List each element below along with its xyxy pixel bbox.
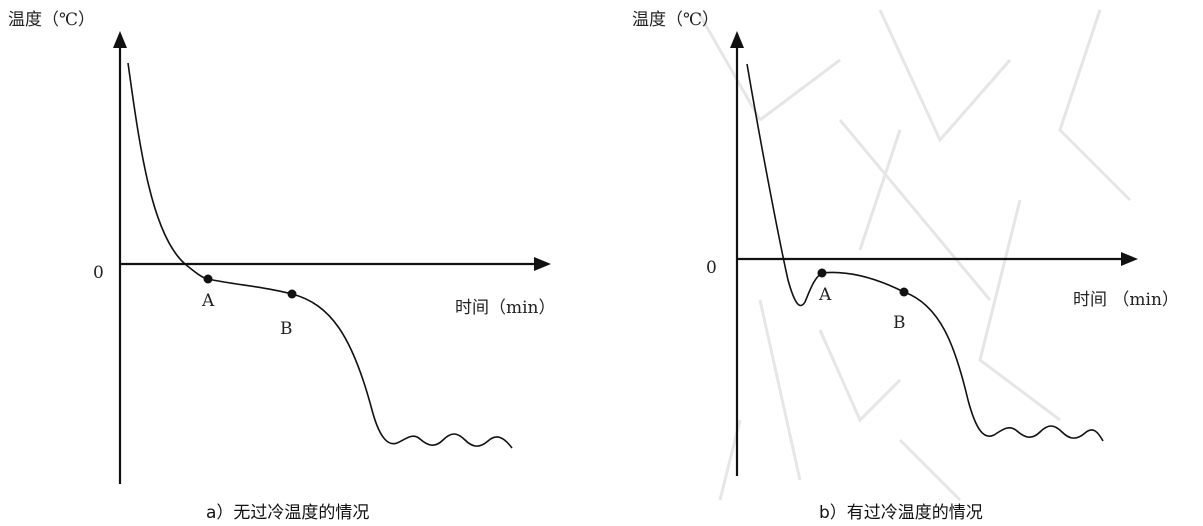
chart-a: 温度（℃） 0 A B 时间（min） a）无过冷温度的情况: [8, 10, 556, 523]
point-b-label: B: [893, 313, 906, 333]
point-b-label: B: [280, 319, 293, 339]
point-a-label: A: [201, 291, 215, 311]
watermark: [698, 9, 1132, 502]
origin-label: 0: [706, 258, 717, 278]
x-axis-arrow: [534, 257, 551, 271]
x-axis-label: 时间 （min）: [1073, 290, 1179, 310]
chart-caption: a）无过冷温度的情况: [206, 503, 369, 523]
origin-label: 0: [93, 263, 104, 283]
x-axis-label: 时间（min）: [455, 298, 556, 318]
point-b: [899, 287, 909, 297]
series-line: [127, 62, 513, 449]
y-axis-label: 温度（℃）: [8, 10, 95, 30]
point-a-label: A: [818, 285, 832, 305]
x-axis-arrow: [1121, 252, 1138, 266]
y-axis-arrow: [113, 31, 127, 48]
y-axis-label: 温度（℃）: [632, 10, 719, 30]
series-line: [746, 63, 1104, 442]
point-b: [287, 289, 297, 299]
chart-caption: b）有过冷温度的情况: [819, 503, 983, 523]
y-axis-arrow: [730, 31, 744, 48]
point-a: [203, 274, 213, 284]
chart-b: 温度（℃） 0 A B 时间 （min） b）有过冷温度的情况: [632, 10, 1179, 523]
point-a: [817, 268, 827, 278]
